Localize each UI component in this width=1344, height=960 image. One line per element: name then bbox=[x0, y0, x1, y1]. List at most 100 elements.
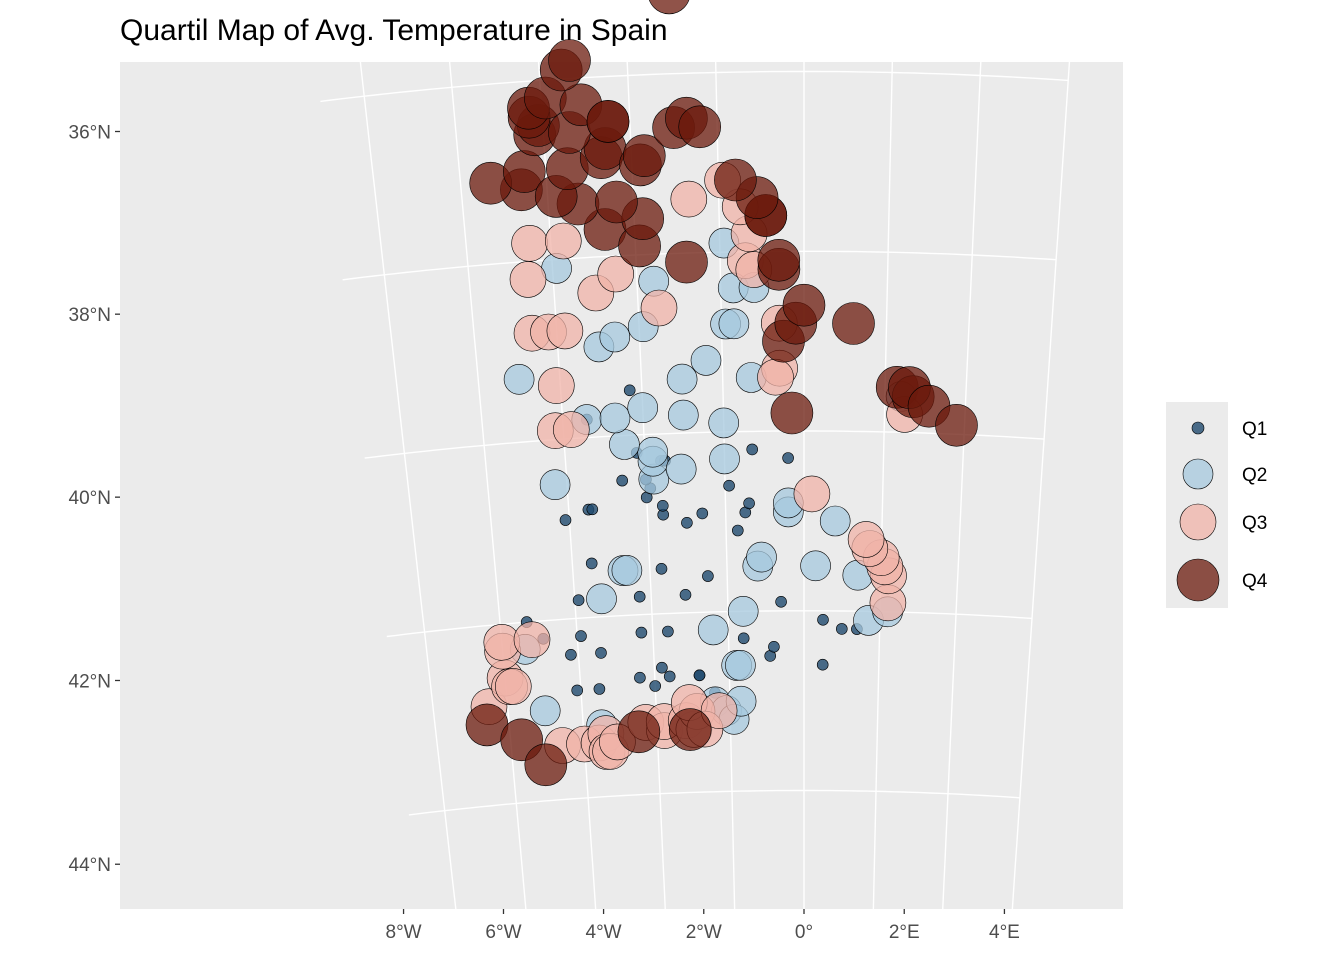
station-point-q2 bbox=[666, 363, 698, 395]
station-point-q2 bbox=[665, 453, 697, 485]
x-tick-label: 4°W bbox=[586, 922, 622, 943]
station-point-q2 bbox=[708, 407, 740, 439]
station-point-q1 bbox=[586, 503, 599, 516]
station-point-q1 bbox=[746, 443, 759, 456]
y-tick-label: 42°N bbox=[69, 671, 111, 692]
station-point-q1 bbox=[775, 595, 787, 608]
x-tick-label: 4°E bbox=[989, 922, 1020, 943]
station-point-q1 bbox=[655, 562, 668, 575]
legend: Q1 Q2 Q3 Q4 bbox=[1166, 402, 1268, 608]
station-point-q4 bbox=[770, 391, 814, 435]
station-point-q4 bbox=[586, 100, 630, 143]
station-point-q1 bbox=[656, 499, 669, 512]
station-point-q3 bbox=[670, 180, 708, 218]
station-point-q2 bbox=[819, 505, 851, 537]
station-point-q1 bbox=[595, 647, 607, 659]
station-point-q3 bbox=[597, 255, 635, 293]
station-point-q1 bbox=[623, 384, 636, 397]
legend-label-q1: Q1 bbox=[1242, 419, 1267, 440]
y-tick-label: 40°N bbox=[69, 488, 111, 509]
station-point-q4 bbox=[678, 105, 722, 149]
station-point-q1 bbox=[679, 588, 692, 601]
station-point-q3 bbox=[494, 668, 532, 705]
meridian-line bbox=[942, 62, 982, 909]
station-point-q1 bbox=[649, 680, 662, 692]
station-point-q2 bbox=[586, 583, 617, 615]
station-point-q1 bbox=[571, 684, 584, 697]
station-point-q1 bbox=[572, 594, 585, 607]
station-point-q1 bbox=[782, 452, 794, 464]
station-point-q1 bbox=[696, 507, 709, 520]
station-point-q2 bbox=[503, 363, 535, 395]
station-point-q4 bbox=[665, 240, 708, 284]
legend-label-q2: Q2 bbox=[1242, 465, 1267, 486]
station-point-q1 bbox=[616, 474, 629, 487]
station-point-q1 bbox=[635, 626, 648, 639]
station-point-q1 bbox=[816, 658, 829, 671]
station-point-q2 bbox=[599, 321, 631, 353]
station-point-q1 bbox=[585, 557, 598, 570]
legend-label-q4: Q4 bbox=[1242, 571, 1268, 592]
y-tick-label: 38°N bbox=[69, 305, 111, 326]
station-point-q1 bbox=[662, 625, 674, 638]
station-point-q1 bbox=[731, 524, 744, 537]
station-point-q1 bbox=[835, 623, 848, 635]
legend-key-q4 bbox=[1176, 558, 1220, 602]
x-tick-label: 6°W bbox=[485, 922, 521, 943]
meridian-line bbox=[714, 62, 736, 909]
station-point-q2 bbox=[599, 402, 631, 434]
x-tick-label: 8°W bbox=[386, 922, 422, 943]
parallel-line bbox=[408, 789, 1020, 816]
station-point-q3 bbox=[511, 225, 548, 262]
station-point-q3 bbox=[546, 312, 584, 350]
station-point-q1 bbox=[575, 630, 587, 642]
station-point-q4 bbox=[935, 403, 978, 447]
meridian-line bbox=[1011, 62, 1071, 909]
station-point-q4 bbox=[757, 238, 801, 282]
station-point-q3 bbox=[537, 367, 575, 404]
station-point-q4 bbox=[714, 158, 757, 202]
station-point-q4 bbox=[548, 39, 591, 82]
station-point-q2 bbox=[539, 469, 571, 501]
station-point-q3 bbox=[757, 358, 794, 396]
station-point-q3 bbox=[700, 692, 738, 730]
chart-title: Quartil Map of Avg. Temperature in Spain bbox=[120, 14, 668, 47]
station-point-q1 bbox=[559, 514, 572, 526]
station-point-q2 bbox=[718, 308, 750, 340]
legend-key-q2 bbox=[1182, 458, 1214, 490]
y-tick-label: 36°N bbox=[69, 123, 111, 144]
meridian-line bbox=[359, 62, 457, 909]
station-point-q2 bbox=[690, 345, 722, 376]
x-tick-label: 2°E bbox=[889, 922, 920, 943]
station-point-q2 bbox=[709, 443, 740, 475]
station-point-q1 bbox=[737, 632, 750, 645]
station-point-q2 bbox=[727, 595, 759, 627]
station-point-q4 bbox=[595, 180, 638, 224]
station-point-q1 bbox=[633, 590, 646, 603]
x-tick-label: 0° bbox=[795, 922, 813, 943]
parallel-line bbox=[386, 610, 1033, 638]
station-point-q2 bbox=[627, 392, 659, 424]
station-point-q1 bbox=[817, 613, 829, 626]
station-point-q2 bbox=[529, 695, 561, 727]
station-point-q1 bbox=[768, 640, 780, 653]
station-point-q2 bbox=[697, 614, 729, 646]
station-point-q4 bbox=[617, 710, 661, 754]
legend-key-q3 bbox=[1179, 503, 1217, 541]
station-point-q3 bbox=[640, 289, 678, 327]
station-point-q3 bbox=[509, 261, 547, 298]
station-point-q1 bbox=[681, 516, 693, 529]
station-point-q4 bbox=[668, 708, 712, 751]
station-point-q4 bbox=[524, 743, 568, 787]
station-point-q4 bbox=[649, 0, 690, 15]
station-point-q4 bbox=[782, 283, 826, 327]
parallel-line bbox=[364, 430, 1045, 459]
station-point-q2 bbox=[746, 541, 777, 573]
station-point-q3 bbox=[513, 621, 551, 659]
legend-label-q3: Q3 bbox=[1242, 513, 1267, 534]
legend-key-q1 bbox=[1191, 421, 1205, 435]
station-point-q3 bbox=[793, 475, 831, 513]
station-point-q1 bbox=[593, 683, 606, 695]
station-point-q1 bbox=[565, 648, 577, 661]
